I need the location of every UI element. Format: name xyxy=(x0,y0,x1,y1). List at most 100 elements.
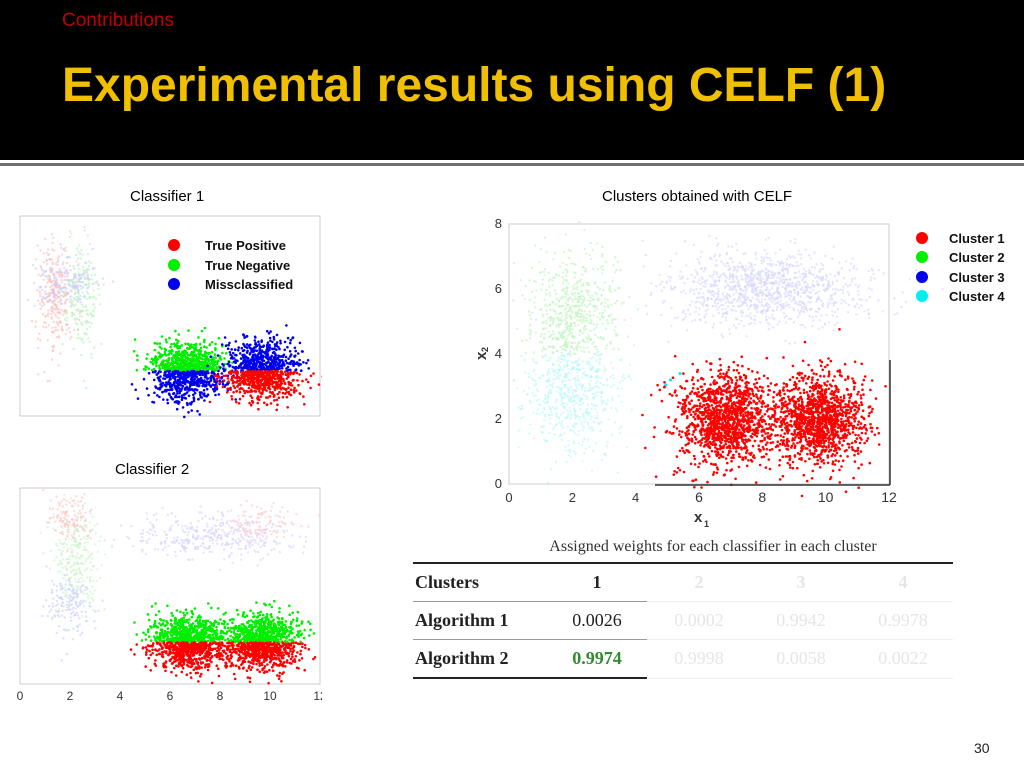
scatter-point xyxy=(79,309,82,312)
scatter-point xyxy=(206,644,209,647)
scatter-point xyxy=(240,558,243,561)
scatter-point xyxy=(152,635,156,638)
scatter-point xyxy=(295,512,298,516)
scatter-point xyxy=(69,547,72,550)
scatter-point xyxy=(207,367,210,371)
scatter-point xyxy=(266,352,269,356)
scatter-point xyxy=(260,363,263,366)
scatter-point xyxy=(54,529,58,532)
scatter-point xyxy=(180,396,184,399)
scatter-point xyxy=(173,345,177,348)
scatter-point xyxy=(248,543,251,546)
scatter-point xyxy=(181,666,185,670)
scatter-point xyxy=(244,534,247,537)
scatter-point xyxy=(228,618,232,622)
scatter-point xyxy=(206,364,209,368)
scatter-point xyxy=(160,542,163,545)
scatter-point xyxy=(154,613,158,617)
scatter-point xyxy=(153,391,156,395)
scatter-point xyxy=(58,539,61,542)
scatter-point xyxy=(82,379,86,382)
scatter-point xyxy=(244,382,248,385)
scatter-point xyxy=(273,540,276,543)
scatter-point xyxy=(209,362,213,365)
scatter-point xyxy=(78,315,82,318)
scatter-point xyxy=(191,375,194,379)
scatter-point xyxy=(216,374,219,377)
scatter-point xyxy=(281,372,285,376)
scatter-point xyxy=(266,366,269,369)
scatter-point xyxy=(49,549,52,553)
scatter-point xyxy=(254,619,258,622)
scatter-point xyxy=(85,322,88,325)
scatter-point xyxy=(52,515,55,519)
scatter-point xyxy=(57,364,60,367)
scatter-point xyxy=(72,533,76,536)
scatter-point xyxy=(258,361,262,365)
scatter-point xyxy=(54,604,58,607)
scatter-point xyxy=(258,349,262,352)
scatter-point xyxy=(80,590,83,594)
scatter-point xyxy=(189,676,193,679)
scatter-point xyxy=(192,396,196,399)
scatter-point xyxy=(153,548,157,551)
scatter-point xyxy=(180,398,184,402)
scatter-point xyxy=(225,533,228,536)
scatter-point xyxy=(268,382,271,385)
scatter-point xyxy=(253,335,257,339)
scatter-point xyxy=(189,522,193,525)
scatter-point xyxy=(54,520,57,523)
scatter-point xyxy=(211,538,214,541)
scatter-point xyxy=(85,386,88,390)
scatter-point xyxy=(218,648,221,651)
scatter-point xyxy=(177,371,180,375)
scatter-point xyxy=(82,592,85,595)
scatter-point xyxy=(158,366,161,370)
scatter-point xyxy=(77,296,80,299)
legend-true-negative: True Negative xyxy=(205,258,290,273)
scatter-point xyxy=(161,548,165,551)
scatter-point xyxy=(217,674,221,678)
scatter-point xyxy=(39,249,42,252)
scatter-point xyxy=(144,552,148,556)
scatter-point xyxy=(187,665,190,668)
classifier2-svg: 024681012 xyxy=(17,487,322,703)
scatter-point xyxy=(220,518,223,521)
scatter-point xyxy=(86,274,89,278)
scatter-point xyxy=(147,618,151,622)
scatter-point xyxy=(58,267,61,271)
scatter-point xyxy=(56,329,59,332)
scatter-point xyxy=(208,365,212,368)
scatter-point xyxy=(190,370,193,374)
scatter-point xyxy=(36,337,40,340)
scatter-point xyxy=(276,392,280,396)
scatter-point xyxy=(101,599,104,602)
scatter-point xyxy=(175,646,178,649)
scatter-point xyxy=(202,393,205,396)
scatter-point xyxy=(229,356,233,360)
scatter-point xyxy=(79,599,83,602)
scatter-point xyxy=(223,357,226,360)
scatter-point xyxy=(206,639,210,642)
scatter-point xyxy=(73,561,76,564)
scatter-point xyxy=(135,368,139,372)
scatter-point xyxy=(182,363,186,367)
scatter-point xyxy=(210,660,213,664)
scatter-point xyxy=(81,601,84,605)
scatter-point xyxy=(81,253,84,256)
scatter-point xyxy=(271,347,275,351)
scatter-point xyxy=(62,313,65,316)
scatter-point xyxy=(151,370,155,374)
scatter-point xyxy=(183,415,186,419)
scatter-point xyxy=(238,390,242,394)
scatter-point xyxy=(68,605,71,608)
scatter-point xyxy=(197,398,200,401)
scatter-point xyxy=(249,390,252,393)
scatter-point xyxy=(207,663,211,666)
scatter-point xyxy=(208,400,212,404)
scatter-point xyxy=(81,554,84,558)
scatter-point xyxy=(78,545,82,548)
scatter-point xyxy=(291,522,294,526)
scatter-point xyxy=(81,286,85,289)
scatter-point xyxy=(216,354,220,357)
